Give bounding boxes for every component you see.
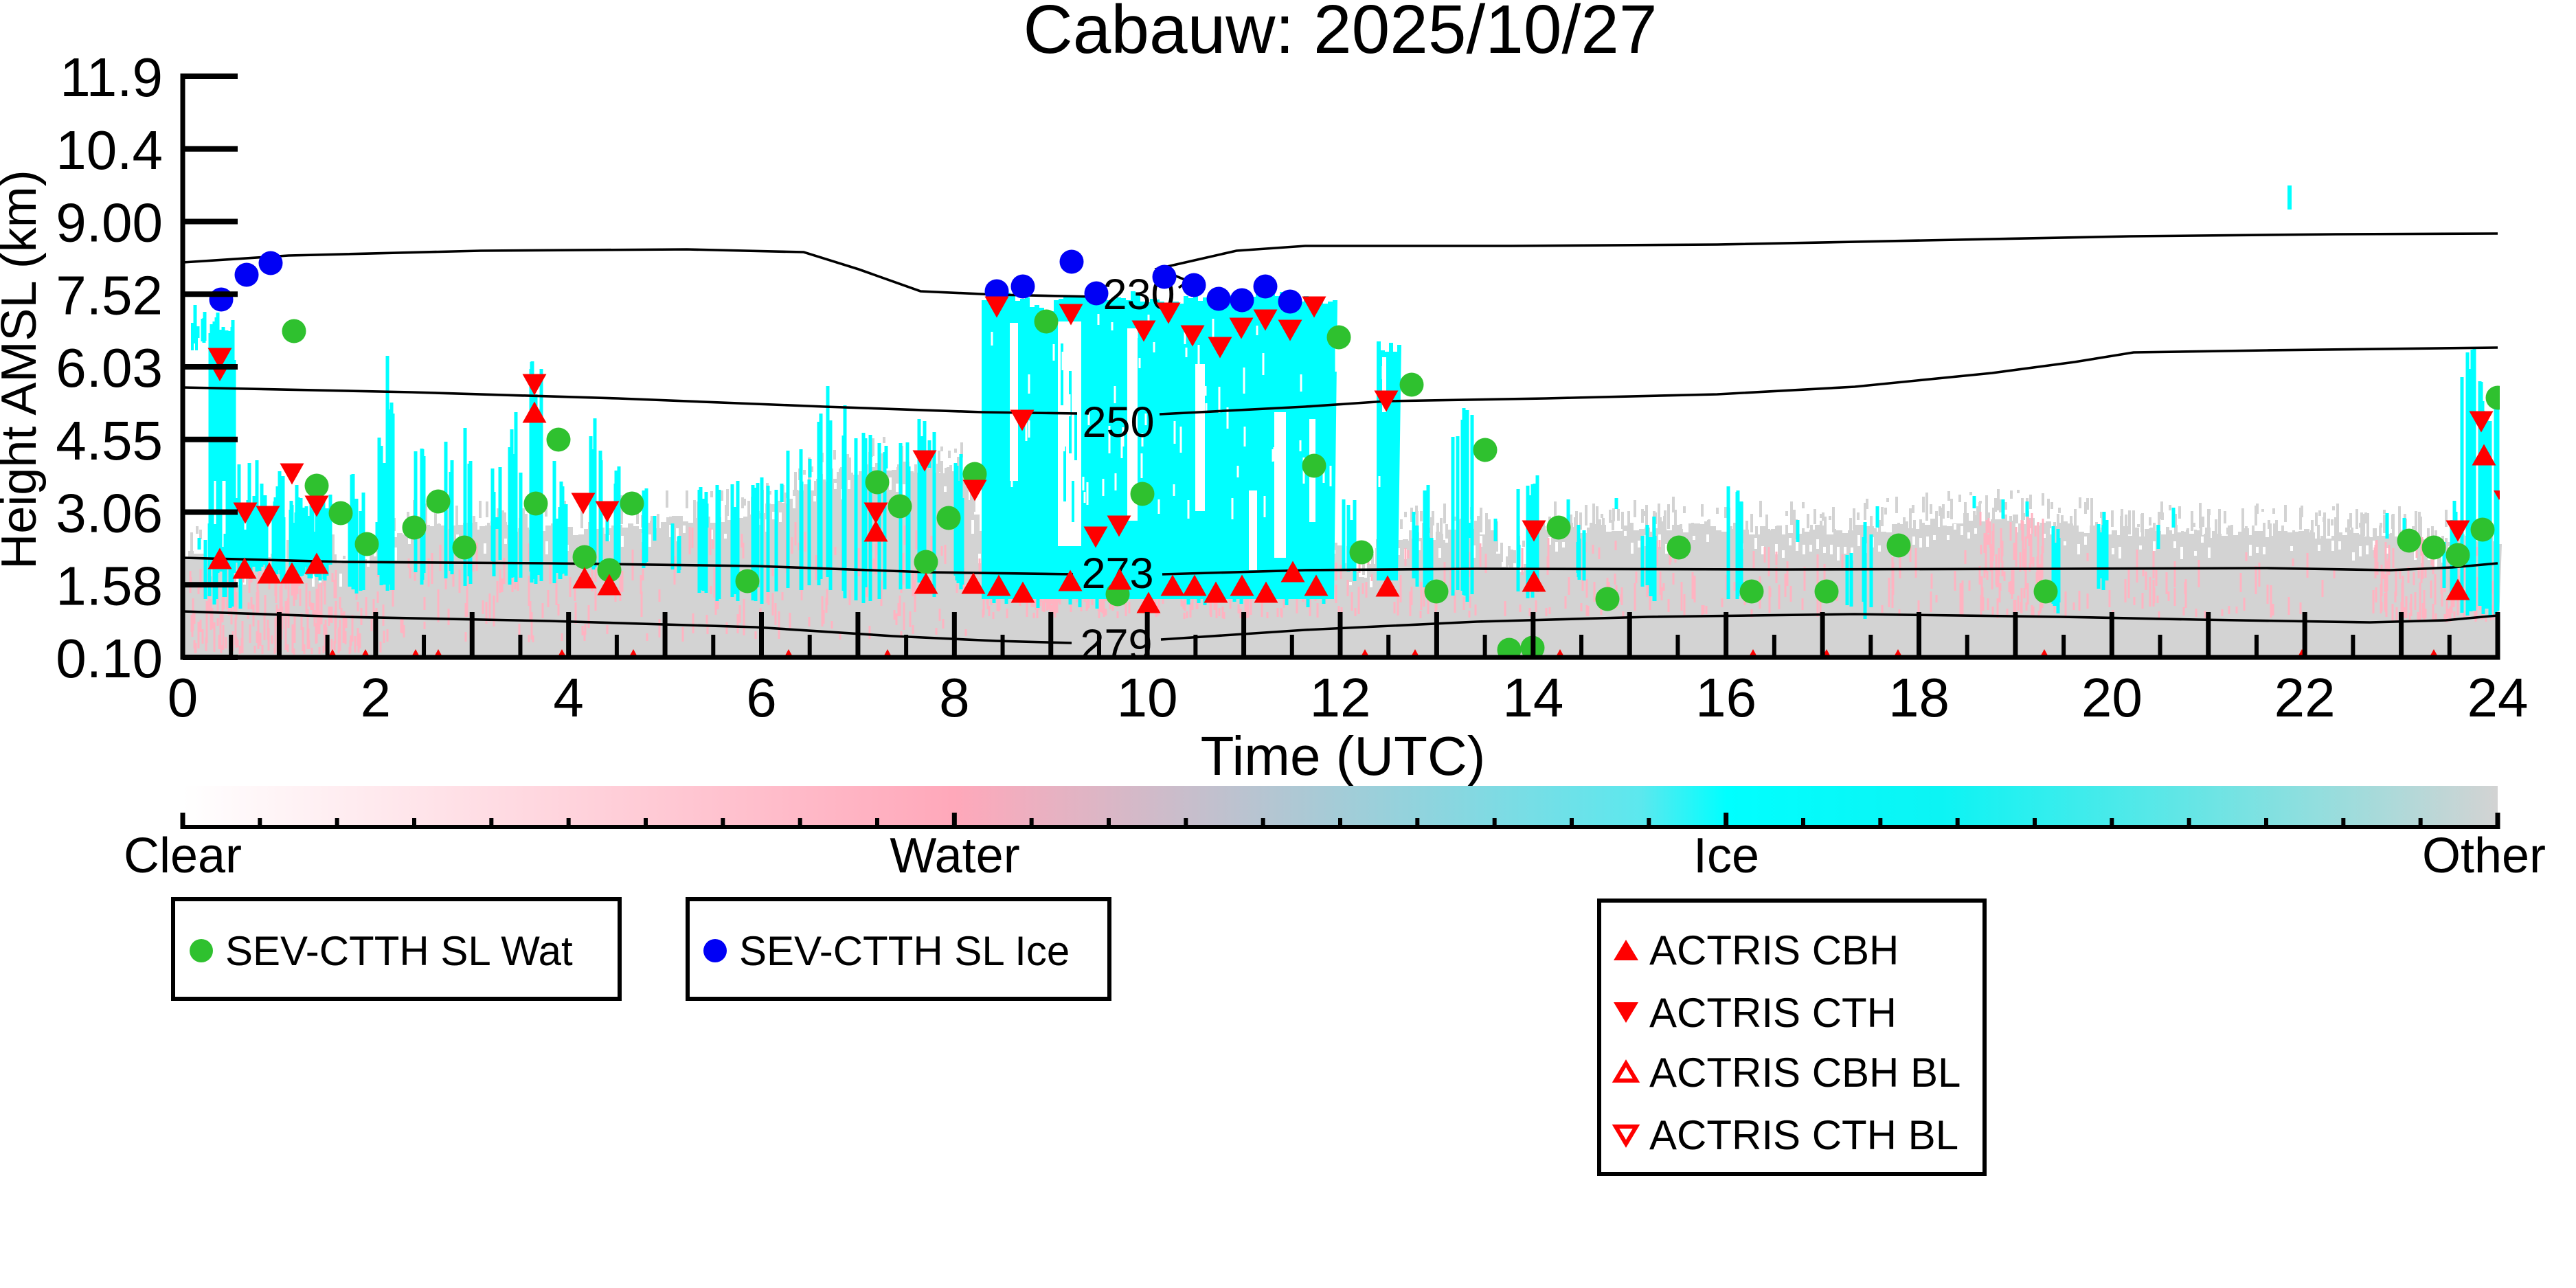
svg-text:Clear: Clear — [124, 828, 242, 883]
svg-text:10: 10 — [1117, 667, 1178, 728]
svg-text:SEV-CTTH SL Wat: SEV-CTTH SL Wat — [225, 928, 573, 974]
svg-text:7.52: 7.52 — [56, 264, 163, 326]
svg-text:4.55: 4.55 — [56, 410, 163, 471]
svg-text:Other: Other — [2422, 828, 2546, 883]
svg-text:20: 20 — [2081, 667, 2143, 728]
svg-text:10.4: 10.4 — [56, 120, 163, 181]
svg-text:0.10: 0.10 — [56, 628, 163, 689]
svg-text:250: 250 — [1082, 398, 1154, 447]
svg-text:Cabauw: 2025/10/27: Cabauw: 2025/10/27 — [1024, 0, 1658, 68]
svg-text:SEV-CTTH SL Ice: SEV-CTTH SL Ice — [739, 928, 1070, 974]
svg-text:1.58: 1.58 — [56, 555, 163, 616]
svg-text:ACTRIS CBH BL: ACTRIS CBH BL — [1649, 1050, 1961, 1096]
svg-text:16: 16 — [1695, 667, 1756, 728]
svg-text:3.06: 3.06 — [56, 483, 163, 544]
svg-text:279: 279 — [1080, 621, 1152, 669]
svg-text:6.03: 6.03 — [56, 337, 163, 398]
svg-text:24: 24 — [2467, 667, 2529, 728]
svg-text:9.00: 9.00 — [56, 192, 163, 253]
svg-text:ACTRIS CTH BL: ACTRIS CTH BL — [1649, 1112, 1958, 1158]
svg-text:0: 0 — [168, 667, 199, 728]
svg-text:14: 14 — [1502, 667, 1563, 728]
svg-text:18: 18 — [1888, 667, 1950, 728]
svg-text:Height AMSL (km): Height AMSL (km) — [0, 170, 47, 569]
svg-text:Time (UTC): Time (UTC) — [1201, 725, 1486, 787]
svg-text:Ice: Ice — [1693, 828, 1759, 883]
svg-text:2: 2 — [361, 667, 392, 728]
svg-text:4: 4 — [553, 667, 584, 728]
svg-text:6: 6 — [746, 667, 777, 728]
svg-text:ACTRIS CTH: ACTRIS CTH — [1649, 990, 1897, 1036]
svg-text:12: 12 — [1310, 667, 1371, 728]
svg-text:8: 8 — [939, 667, 970, 728]
svg-text:Water: Water — [890, 828, 1019, 883]
svg-text:ACTRIS CBH: ACTRIS CBH — [1649, 927, 1899, 973]
svg-text:11.9: 11.9 — [60, 47, 163, 108]
svg-text:22: 22 — [2274, 667, 2336, 728]
